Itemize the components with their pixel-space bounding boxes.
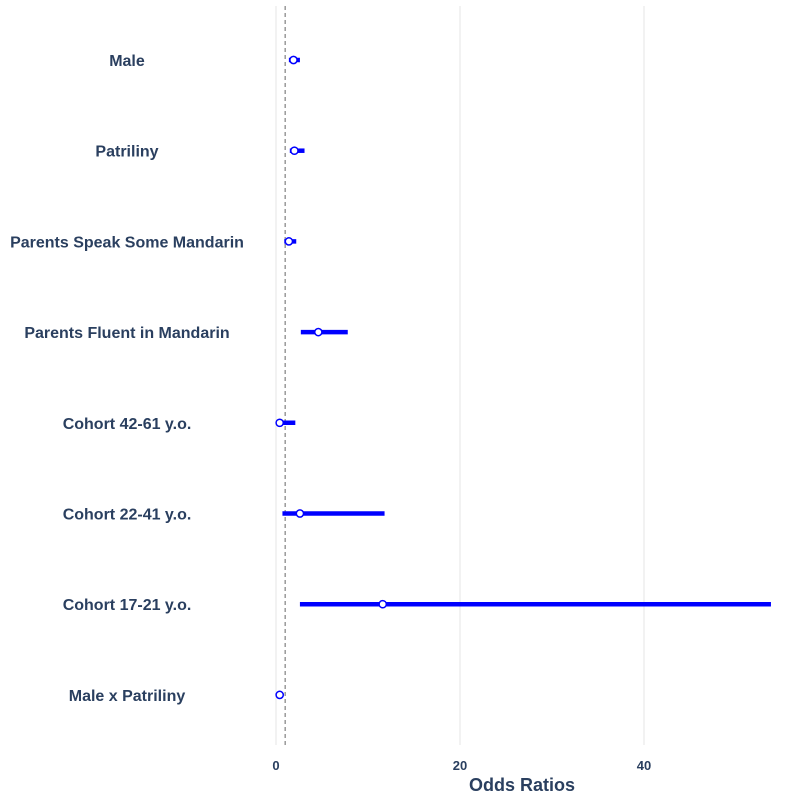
confidence-intervals bbox=[277, 57, 771, 698]
gridlines bbox=[275, 6, 645, 745]
point-estimate bbox=[284, 237, 294, 246]
category-label: Male x Patriliny bbox=[69, 688, 186, 705]
category-label: Parents Fluent in Mandarin bbox=[24, 325, 229, 342]
x-axis-title: Odds Ratios bbox=[469, 775, 575, 795]
category-label: Cohort 17-21 y.o. bbox=[63, 597, 192, 614]
point-estimate bbox=[275, 418, 285, 428]
category-label: Cohort 42-61 y.o. bbox=[63, 416, 192, 433]
category-labels: Male Patriliny Parents Speak Some Mandarin… bbox=[10, 53, 244, 705]
x-tick-label: 40 bbox=[637, 758, 651, 773]
point-estimates bbox=[275, 55, 388, 700]
x-tick-label: 20 bbox=[453, 758, 467, 773]
point-estimate bbox=[290, 146, 299, 156]
category-label: Patriliny bbox=[95, 144, 158, 161]
point-estimate bbox=[289, 55, 298, 65]
point-estimate bbox=[378, 599, 388, 609]
point-estimate bbox=[275, 690, 285, 700]
point-estimate bbox=[295, 509, 305, 518]
x-tick-label: 0 bbox=[272, 758, 279, 773]
x-tick-labels: 0 20 40 bbox=[272, 758, 651, 773]
category-label: Parents Speak Some Mandarin bbox=[10, 234, 244, 251]
category-label: Cohort 22-41 y.o. bbox=[63, 507, 192, 524]
point-estimate bbox=[313, 327, 323, 337]
category-label: Male bbox=[109, 53, 145, 70]
